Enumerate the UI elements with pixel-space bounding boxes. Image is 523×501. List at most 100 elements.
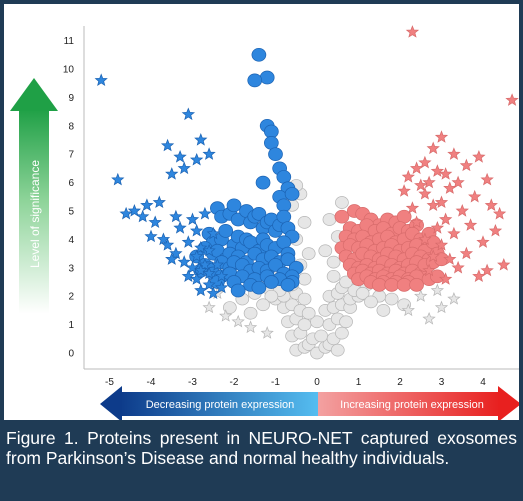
- decreased-star-point: [136, 209, 150, 223]
- decreased-star-point: [185, 212, 200, 226]
- decreased-star-point: [181, 107, 196, 121]
- increased-star-point: [492, 206, 507, 220]
- y-tick-label: 6: [68, 178, 74, 189]
- increased-star-point: [426, 141, 440, 155]
- decreased-star-point: [165, 252, 179, 265]
- increased-star-point: [434, 130, 449, 143]
- decreased-circle-point: [251, 47, 267, 62]
- neutral-star-point: [447, 292, 461, 305]
- decreased-star-point: [202, 266, 216, 280]
- neutral-circle-point: [223, 301, 237, 314]
- decreased-circle-point: [280, 277, 296, 292]
- x-tick-label: 2: [397, 377, 403, 388]
- x-tick-labels: -5-4-3-2-1012345: [105, 377, 486, 388]
- decreased-star-point: [198, 258, 212, 271]
- decreased-star-point: [189, 249, 204, 263]
- y-tick-label: 1: [68, 320, 74, 331]
- increased-star-point: [422, 263, 436, 277]
- increased-star-point: [397, 184, 411, 197]
- increased-star-point: [409, 161, 424, 175]
- neutral-circle-point: [330, 343, 345, 357]
- y-tick-label: 4: [68, 235, 74, 246]
- y-tick-label: 11: [64, 36, 75, 47]
- increased-star-point: [430, 221, 445, 234]
- neutral-circle-point: [364, 295, 378, 309]
- decreased-star-point: [194, 283, 208, 297]
- neutral-star-point: [414, 289, 428, 302]
- decreased-star-point: [214, 280, 229, 294]
- decreased-star-point: [127, 204, 142, 217]
- decrease-label: Decreasing protein expression: [146, 399, 295, 411]
- neutral-circle-point: [297, 292, 312, 306]
- x-tick-label: 4: [480, 377, 486, 388]
- decreased-star-point: [148, 215, 162, 228]
- y-tick-label: 5: [68, 207, 74, 218]
- increased-star-point: [443, 252, 457, 265]
- decreased-circle-point: [280, 252, 296, 267]
- decreased-circle-point: [268, 147, 283, 162]
- y-tick-label: 3: [68, 263, 74, 274]
- neutral-circle-point: [301, 247, 316, 260]
- increased-star-point: [418, 155, 432, 169]
- decreased-star-point: [214, 269, 229, 282]
- increase-arrow-shaft: [318, 392, 500, 416]
- decreased-star-point: [194, 240, 208, 254]
- increased-circle-point: [396, 277, 412, 292]
- decreased-circle-point: [259, 70, 275, 85]
- neutral-circle-point: [243, 306, 258, 320]
- increased-star-point: [443, 181, 457, 194]
- decreased-star-point: [181, 269, 196, 282]
- decreased-star-point: [210, 258, 225, 271]
- increased-star-point: [438, 212, 453, 226]
- decreased-star-point: [165, 167, 179, 180]
- decreased-circle-point: [268, 258, 283, 272]
- x-tick-label: 0: [314, 377, 320, 388]
- increased-star-point: [426, 249, 440, 263]
- increased-star-point: [472, 150, 486, 163]
- neutral-circle-point: [322, 213, 337, 226]
- decreased-star-point: [189, 223, 204, 237]
- increased-circle-point: [384, 277, 400, 292]
- increase-label: Increasing protein expression: [340, 399, 484, 411]
- increased-star-point: [459, 246, 474, 260]
- neutral-circle-point: [384, 292, 399, 306]
- decreased-star-point: [198, 206, 212, 220]
- neutral-circle-point: [297, 318, 312, 331]
- neutral-star-point: [219, 309, 233, 322]
- increased-star-point: [459, 158, 474, 172]
- decreased-star-point: [160, 238, 175, 251]
- decreased-star-point: [202, 277, 216, 291]
- increased-star-point: [405, 25, 420, 38]
- decreased-circle-point: [284, 187, 300, 201]
- increased-star-point: [409, 215, 424, 228]
- decreased-star-point: [94, 73, 108, 86]
- increased-star-point: [418, 232, 432, 246]
- expression-arrow: Decreasing protein expression Increasing…: [100, 386, 519, 420]
- decreased-star-point: [140, 198, 154, 211]
- decreased-star-point: [156, 232, 171, 246]
- figure-caption: Figure 1. Proteins present in NEURO-NET …: [6, 428, 517, 468]
- increased-star-point: [430, 164, 445, 177]
- x-tick-label: 1: [356, 377, 362, 388]
- decreased-circle-point: [218, 224, 234, 238]
- decreased-star-point: [202, 243, 216, 257]
- x-tick-label: -1: [271, 377, 280, 388]
- increased-star-point: [505, 93, 519, 106]
- decreased-star-point: [119, 206, 133, 220]
- increased-star-point: [497, 258, 511, 271]
- neutral-star-point: [260, 326, 274, 339]
- decreased-star-point: [177, 161, 191, 175]
- increased-star-point: [451, 175, 465, 189]
- increased-star-point: [455, 204, 469, 217]
- y-tick-label: 9: [68, 93, 74, 104]
- neutral-circle-point: [355, 287, 370, 300]
- neutral-star-point: [430, 283, 445, 297]
- y-tick-label: 8: [68, 121, 74, 132]
- neutral-circle-point: [339, 315, 353, 329]
- y-tick-label: 2: [68, 292, 74, 303]
- decreased-star-point: [194, 263, 208, 277]
- y-tick-label: 0: [68, 349, 74, 360]
- decreased-star-point: [111, 172, 125, 186]
- x-tick-label: -4: [147, 377, 156, 388]
